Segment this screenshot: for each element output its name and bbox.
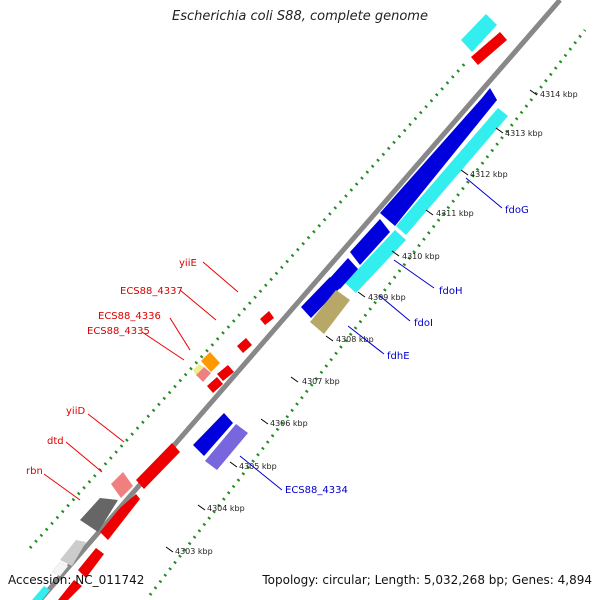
gene-arrow-bottom xyxy=(58,580,82,600)
gene-label-dtd: dtd xyxy=(47,436,64,447)
genome-title: Escherichia coli S88, complete genome xyxy=(172,9,428,24)
gene-arrow-dtd xyxy=(100,494,140,540)
gene-arrow-ECS88-4306 xyxy=(193,413,233,456)
tick-label: 4309 kbp xyxy=(368,293,406,302)
forward-gene-labels: yiiE ECS88_4337 ECS88_4336 ECS88_4335 yi… xyxy=(26,258,197,477)
gene-block-cyan-fdoG xyxy=(396,108,508,235)
gene-label-fdoG: fdoG xyxy=(505,205,529,216)
accession-text: Accession: NC_011742 xyxy=(8,573,145,587)
gene-label-fdoH: fdoH xyxy=(439,286,463,297)
gene-arrow-yiiD xyxy=(136,443,180,489)
gene-block-cyan xyxy=(461,14,497,52)
tick-label: 4307 kbp xyxy=(302,377,340,386)
gene-arrow-fdoG xyxy=(380,88,497,226)
tick-label: 4313 kbp xyxy=(505,129,543,138)
gene-label-fdoI: fdoI xyxy=(414,318,433,329)
reverse-label-leaders xyxy=(239,177,503,491)
forward-label-leaders xyxy=(43,261,239,501)
gene-block-pink xyxy=(196,367,211,382)
gene-block-darkgray xyxy=(80,498,118,532)
kbp-ticks xyxy=(165,89,538,553)
forward-strand-features xyxy=(32,14,507,600)
gene-label-ECS88-4337: ECS88_4337 xyxy=(120,286,183,297)
tick-label: 4305 kbp xyxy=(239,462,277,471)
tick-label: 4306 kbp xyxy=(270,419,308,428)
tick-label: 4310 kbp xyxy=(402,252,440,261)
tick-label: 4303 kbp xyxy=(175,547,213,556)
gene-block-white xyxy=(51,561,69,577)
tick-label: 4311 kbp xyxy=(436,209,474,218)
reverse-gene-labels: fdoG fdoH fdoI fdhE ECS88_4334 xyxy=(285,205,529,496)
gene-label-yiiE: yiiE xyxy=(179,258,197,269)
gene-label-ECS88-4334: ECS88_4334 xyxy=(285,485,348,496)
tick-label: 4308 kbp xyxy=(336,335,374,344)
gene-block-ECS88-4334 xyxy=(205,424,248,470)
gene-arrow-fdoI xyxy=(330,258,358,289)
gene-label-fdhE: fdhE xyxy=(387,351,410,362)
gene-label-rbn: rbn xyxy=(26,466,43,477)
gene-arrow-ECS88-4336 xyxy=(217,365,234,381)
gene-arrow-red xyxy=(471,32,507,65)
gene-arrow-rbn xyxy=(78,548,104,578)
gene-block-cyan-bottom xyxy=(32,586,50,600)
gene-block-orange xyxy=(201,352,220,372)
gene-arrow-ECS88-4335 xyxy=(207,377,223,393)
tick-label: 4314 kbp xyxy=(540,90,578,99)
gene-label-ECS88-4336: ECS88_4336 xyxy=(98,311,161,322)
gene-arrow-fdoH xyxy=(350,219,390,265)
gene-arrow-fdhE xyxy=(301,277,340,318)
gc-track-outer xyxy=(28,58,470,550)
tick-label: 4312 kbp xyxy=(470,170,508,179)
tick-label: 4304 kbp xyxy=(207,504,245,513)
gene-label-ECS88-4335: ECS88_4335 xyxy=(87,326,150,337)
reverse-strand-features xyxy=(193,88,508,470)
topology-text: Topology: circular; Length: 5,032,268 bp… xyxy=(262,573,592,587)
gene-label-yiiD: yiiD xyxy=(66,406,85,417)
gene-arrow-yiiE xyxy=(260,311,274,325)
gene-block-lightgray xyxy=(60,540,86,566)
gene-block-cyan-fdoH xyxy=(345,230,406,293)
gene-block-olive-fdhE xyxy=(310,290,350,334)
gene-arrow-ECS88-4337 xyxy=(237,338,252,353)
gene-block-yellow xyxy=(193,364,204,375)
backbone-line xyxy=(38,0,562,600)
kbp-labels: 4314 kbp 4313 kbp 4312 kbp 4311 kbp 4310… xyxy=(175,90,578,556)
gene-block-pink-dtd xyxy=(111,472,133,498)
